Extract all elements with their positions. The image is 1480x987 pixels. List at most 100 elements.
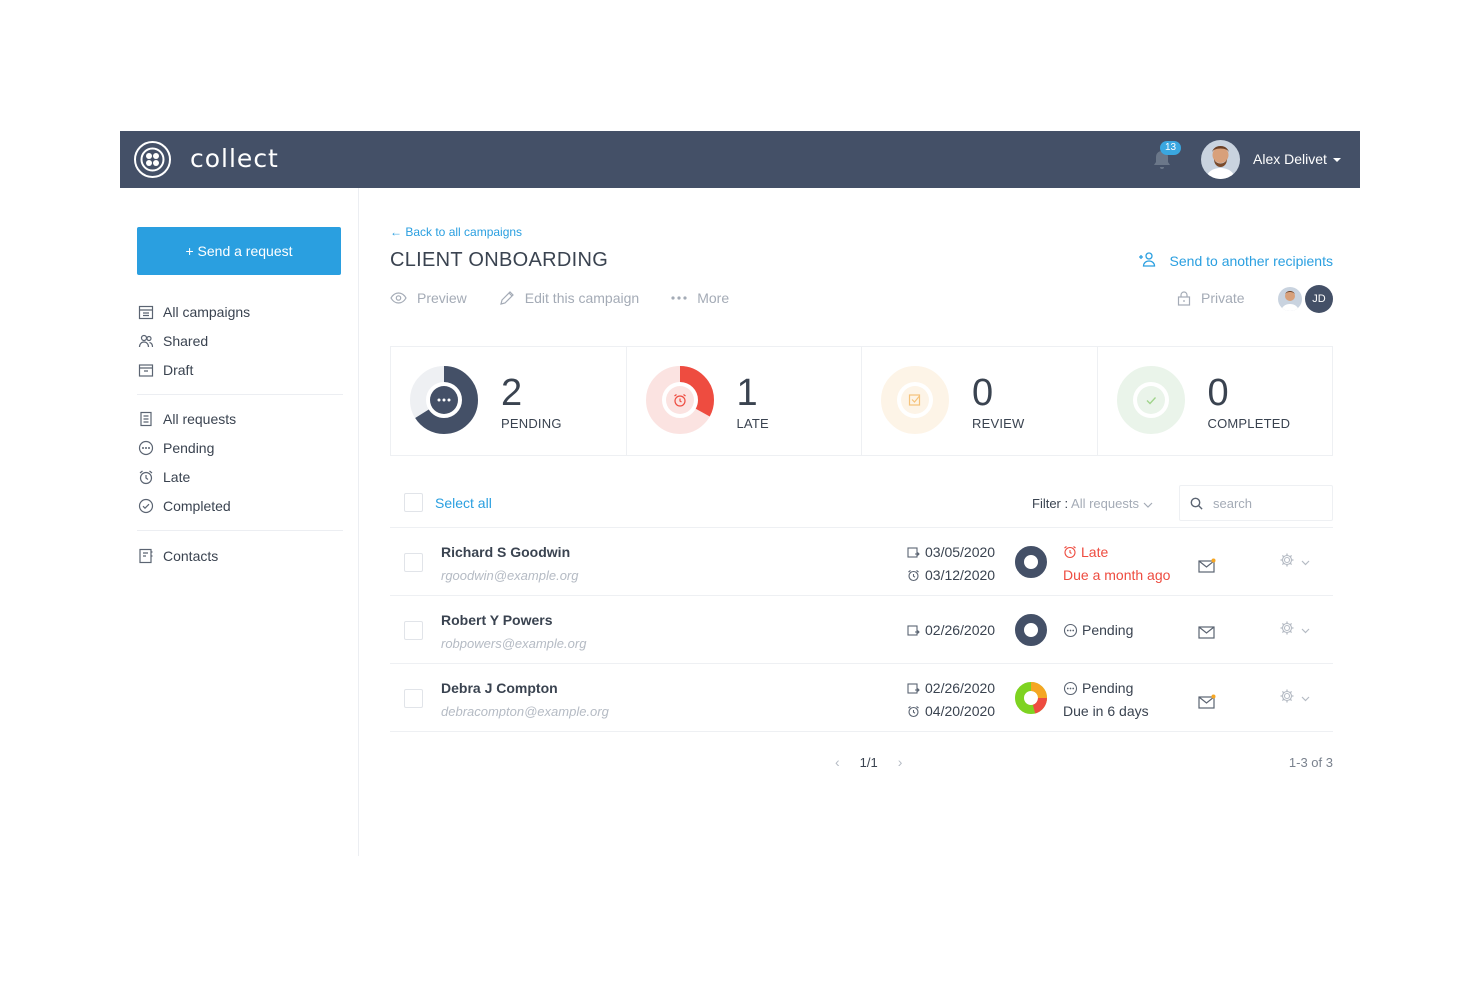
row-settings-menu[interactable] bbox=[1279, 553, 1319, 571]
due-date: 04/20/2020 bbox=[907, 703, 995, 719]
visibility-toggle[interactable]: Private bbox=[1177, 290, 1245, 306]
user-name: Alex Delivet bbox=[1253, 151, 1327, 167]
send-request-button[interactable]: + Send a request bbox=[137, 227, 341, 275]
preview-button[interactable]: Preview bbox=[390, 290, 467, 306]
pencil-icon bbox=[499, 290, 515, 306]
row-settings-menu[interactable] bbox=[1279, 621, 1319, 639]
sent-date-value: 02/26/2020 bbox=[925, 680, 996, 696]
stat-completed[interactable]: 0 COMPLETED bbox=[1098, 347, 1333, 455]
chevron-down-icon bbox=[1301, 553, 1310, 571]
ellipsis-icon bbox=[671, 295, 687, 301]
table-row[interactable]: Robert Y Powers robpowers@example.org 02… bbox=[390, 596, 1333, 664]
stat-value: 1 bbox=[736, 372, 758, 414]
more-button[interactable]: More bbox=[671, 290, 729, 306]
next-page-icon[interactable]: › bbox=[897, 754, 903, 770]
review-donut bbox=[881, 366, 949, 434]
sidebar-item-contacts[interactable]: Contacts bbox=[137, 541, 343, 570]
app-window: collect 13 Alex Delivet + Send a request… bbox=[120, 131, 1360, 856]
sent-date: 02/26/2020 bbox=[907, 680, 995, 696]
pending-icon bbox=[1063, 623, 1078, 638]
bell-icon[interactable] bbox=[1150, 148, 1174, 172]
reminder-mail-icon[interactable] bbox=[1198, 694, 1216, 710]
sidebar-item-late[interactable]: Late bbox=[137, 462, 343, 491]
table-row[interactable]: Richard S Goodwin rgoodwin@example.org 0… bbox=[390, 528, 1333, 596]
logo-icon[interactable] bbox=[134, 141, 171, 178]
requests-icon bbox=[137, 410, 154, 427]
member-avatar-initials[interactable]: JD bbox=[1305, 285, 1333, 313]
user-menu[interactable]: Alex Delivet bbox=[1253, 151, 1341, 167]
filter-value: All requests bbox=[1071, 496, 1139, 511]
page-title: CLIENT ONBOARDING bbox=[390, 249, 609, 271]
alarm-icon bbox=[907, 705, 920, 718]
alarm-icon bbox=[907, 569, 920, 582]
sidebar-item-label: All campaigns bbox=[163, 303, 251, 320]
calendar-sent-icon bbox=[907, 546, 920, 558]
add-user-icon bbox=[1138, 251, 1156, 270]
stat-label: PENDING bbox=[501, 416, 562, 431]
sidebar-item-all-campaigns[interactable]: All campaigns bbox=[137, 297, 343, 326]
back-link[interactable]: ← Back to all campaigns bbox=[390, 225, 523, 239]
preview-label: Preview bbox=[417, 290, 467, 306]
brand-name: collect bbox=[190, 144, 279, 173]
edit-campaign-button[interactable]: Edit this campaign bbox=[499, 290, 639, 306]
contacts-icon bbox=[137, 547, 154, 564]
row-checkbox[interactable] bbox=[404, 689, 423, 708]
sent-date: 03/05/2020 bbox=[907, 544, 995, 560]
row-checkbox[interactable] bbox=[404, 553, 423, 572]
row-checkbox[interactable] bbox=[404, 621, 423, 640]
gear-icon bbox=[1279, 620, 1295, 641]
status-label: Pending bbox=[1082, 622, 1134, 638]
recipient-name: Robert Y Powers bbox=[441, 612, 553, 628]
sidebar-item-label: Completed bbox=[163, 497, 231, 514]
table-row[interactable]: Debra J Compton debracompton@example.org… bbox=[390, 664, 1333, 732]
sidebar: + Send a request All campaigns Shared Dr… bbox=[120, 188, 359, 856]
recipient-email: debracompton@example.org bbox=[441, 704, 609, 719]
chevron-down-icon bbox=[1301, 689, 1310, 707]
late-donut bbox=[645, 366, 714, 434]
progress-donut bbox=[1015, 682, 1047, 714]
draft-icon bbox=[137, 361, 154, 378]
edit-label: Edit this campaign bbox=[524, 290, 640, 306]
stat-label: REVIEW bbox=[972, 416, 1025, 431]
stat-label: LATE bbox=[736, 416, 769, 431]
due-relative: Due a month ago bbox=[1063, 567, 1171, 583]
select-all-checkbox[interactable] bbox=[404, 493, 423, 512]
sidebar-item-all-requests[interactable]: All requests bbox=[137, 404, 343, 433]
progress-donut bbox=[1015, 614, 1047, 646]
divider bbox=[137, 394, 343, 395]
caret-down-icon bbox=[1332, 158, 1341, 163]
stat-value: 0 bbox=[1207, 372, 1229, 414]
divider bbox=[137, 530, 343, 531]
sidebar-item-completed[interactable]: Completed bbox=[137, 491, 343, 520]
stat-pending[interactable]: 2 PENDING bbox=[391, 347, 627, 455]
chevron-down-icon bbox=[1301, 621, 1310, 639]
status-label: Pending bbox=[1082, 680, 1134, 696]
stat-value: 2 bbox=[501, 372, 523, 414]
notification-badge: 13 bbox=[1160, 141, 1182, 155]
mail-icon[interactable] bbox=[1198, 624, 1216, 640]
member-avatar[interactable] bbox=[1276, 285, 1304, 313]
send-another-link[interactable]: Send to another recipients bbox=[1138, 251, 1333, 270]
more-label: More bbox=[697, 290, 730, 306]
stats-panel: 2 PENDING 1 LATE bbox=[390, 346, 1333, 456]
stat-label: COMPLETED bbox=[1207, 416, 1291, 431]
stat-late[interactable]: 1 LATE bbox=[627, 347, 862, 455]
sidebar-item-draft[interactable]: Draft bbox=[137, 355, 343, 384]
search-icon bbox=[1190, 497, 1203, 510]
chevron-down-icon bbox=[1143, 496, 1153, 511]
search-placeholder: search bbox=[1213, 495, 1253, 511]
select-all-link[interactable]: Select all bbox=[435, 495, 492, 511]
pending-icon bbox=[137, 439, 154, 456]
filter-dropdown[interactable]: Filter : All requests bbox=[1032, 496, 1153, 511]
sidebar-item-pending[interactable]: Pending bbox=[137, 433, 343, 462]
due-date: 03/12/2020 bbox=[907, 567, 995, 583]
user-avatar[interactable] bbox=[1201, 140, 1240, 179]
prev-page-icon[interactable]: ‹ bbox=[835, 754, 840, 770]
search-input[interactable]: search bbox=[1179, 485, 1333, 521]
pending-icon bbox=[1063, 681, 1078, 696]
sent-date-value: 02/26/2020 bbox=[925, 622, 996, 638]
row-settings-menu[interactable] bbox=[1279, 689, 1319, 707]
reminder-mail-icon[interactable] bbox=[1198, 558, 1216, 574]
stat-review[interactable]: 0 REVIEW bbox=[862, 347, 1098, 455]
sidebar-item-shared[interactable]: Shared bbox=[137, 326, 343, 355]
